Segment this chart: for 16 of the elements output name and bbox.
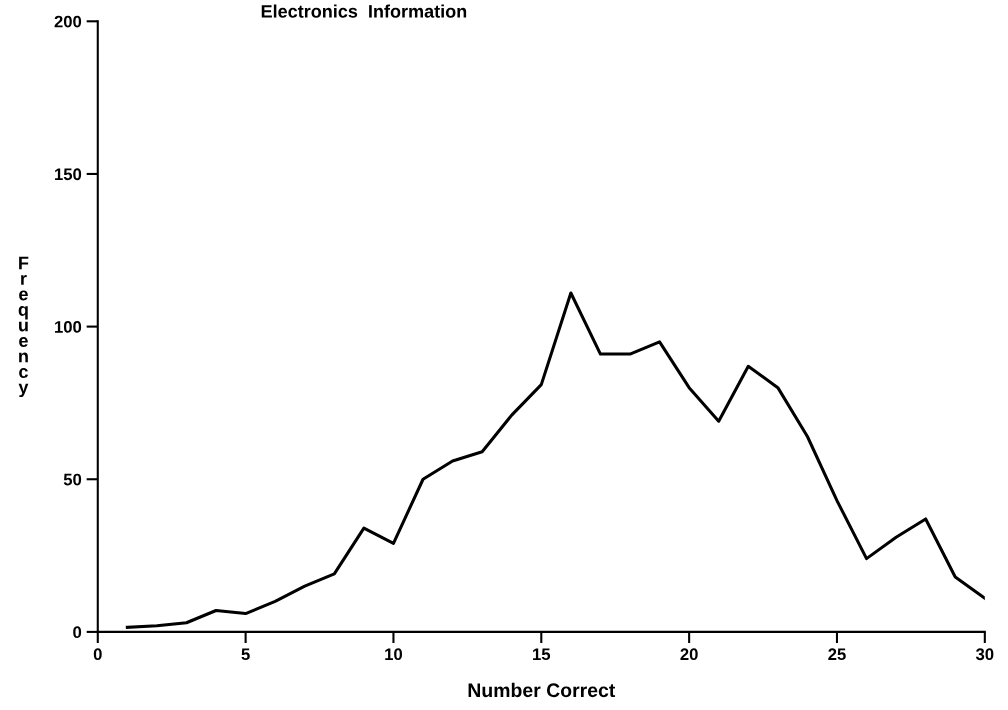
x-axis-title: Number Correct — [468, 682, 616, 698]
x-tick-label: 20 — [680, 648, 698, 661]
y-tick-label: 100 — [55, 321, 82, 333]
line-series — [125, 291, 985, 629]
y-tick-label: 200 — [54, 15, 82, 28]
text: F r e q u e n c y — [18, 256, 29, 398]
x-tick-label: 30 — [975, 648, 994, 661]
y-tick-label: 50 — [63, 473, 82, 486]
y-tick-label: 150 — [55, 168, 82, 181]
chart-title: Electronics Information — [261, 4, 467, 18]
y-tick-label: 0 — [73, 626, 82, 639]
x-tick-label: 10 — [385, 648, 403, 661]
x-tick-label: 15 — [533, 648, 551, 661]
x-tick-label: 0 — [93, 648, 102, 661]
x-tick-label: 5 — [241, 648, 250, 661]
x-tick-label: 25 — [828, 648, 846, 661]
